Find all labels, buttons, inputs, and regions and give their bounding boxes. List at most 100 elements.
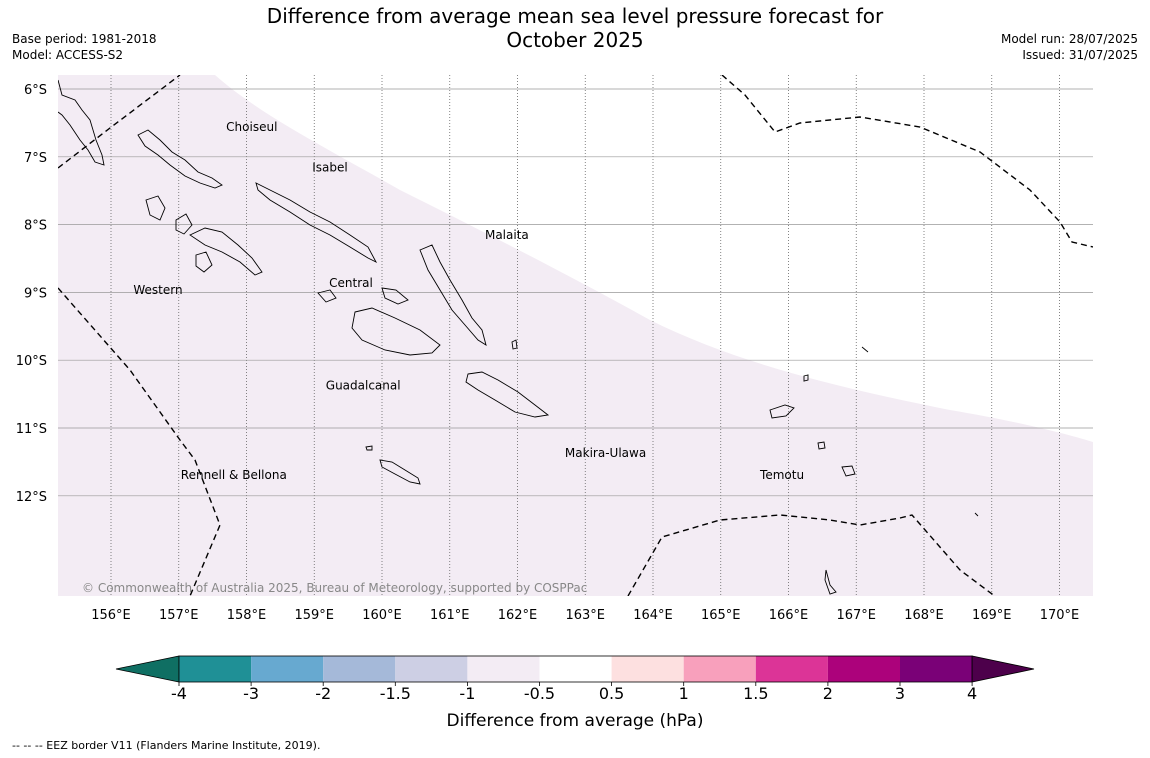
region-label: Choiseul	[226, 120, 277, 134]
meta-left: Base period: 1981-2018 Model: ACCESS-S2	[12, 31, 157, 63]
colorbar-segment	[179, 656, 252, 682]
colorbar-tick-label: -4	[171, 684, 187, 703]
eez-border-north-west	[58, 75, 181, 169]
eez-borders	[58, 75, 1093, 596]
colorbar-segment	[900, 656, 973, 682]
colorbar-frame	[178, 655, 973, 683]
island-santa-cruz	[769, 404, 795, 419]
colorbar-extend-high	[971, 655, 1035, 683]
island-malaita	[419, 244, 487, 346]
colorbar-tick-label: -0.5	[524, 684, 555, 703]
eez-footer-note: -- -- -- EEZ border V11 (Flanders Marine…	[12, 739, 321, 752]
island-utupua	[817, 441, 826, 450]
colorbar-tick-label: 4	[967, 684, 977, 703]
model-run-text: Model run: 28/07/2025	[1000, 32, 1138, 46]
region-label: Isabel	[312, 161, 347, 175]
colorbar-segment	[395, 656, 468, 682]
island-isabel	[255, 182, 378, 264]
lon-tick-label: 168°E	[904, 608, 944, 623]
lat-tick-label: 11°S	[16, 422, 47, 437]
region-label: Guadalcanal	[326, 378, 401, 392]
issued-text: Issued: 31/07/2025	[1022, 48, 1138, 62]
colorbar-segment	[827, 656, 900, 682]
meta-right: Model run: 28/07/2025 Issued: 31/07/2025	[1001, 31, 1138, 63]
copyright-text: © Commonwealth of Australia 2025, Bureau…	[82, 581, 587, 595]
colorbar-segment	[323, 656, 396, 682]
gridlines	[58, 75, 1093, 596]
region-label: Malaita	[485, 228, 529, 242]
island-bougainville	[58, 79, 105, 166]
colorbar-segment	[251, 656, 324, 682]
lon-tick-label: 167°E	[836, 608, 876, 623]
island-bellona	[365, 445, 373, 451]
lat-tick-label: 9°S	[24, 286, 47, 301]
colorbar-segment	[467, 656, 540, 682]
lat-tick-label: 7°S	[24, 151, 47, 166]
region-label: Temotu	[759, 468, 804, 482]
region-label: Makira-Ulawa	[565, 446, 646, 460]
region-label: Central	[329, 276, 373, 290]
lat-tick-label: 12°S	[16, 490, 47, 505]
colorbar-segment	[755, 656, 828, 682]
lat-tick-label: 8°S	[24, 219, 47, 234]
island-guadalcanal	[351, 307, 441, 356]
colorbar-tick-label: 3	[895, 684, 905, 703]
colorbar: -4 -3 -2 -1.5 -1 -0.5 0.5 1 1.5 2 3 4	[115, 655, 1035, 703]
eez-border-west	[58, 287, 221, 596]
model-text: Model: ACCESS-S2	[12, 48, 124, 62]
anomaly-shading	[58, 75, 1093, 596]
island-reef-islands	[803, 346, 979, 595]
base-period-text: Base period: 1981-2018	[12, 32, 157, 46]
colorbar-tick-label: -2	[315, 684, 331, 703]
colorbar-tick-label: 2	[823, 684, 833, 703]
axis-labels: 156°E 157°E 158°E 159°E 160°E 161°E 162°E 163°E…	[16, 83, 1080, 623]
lon-tick-label: 164°E	[633, 608, 673, 623]
eez-border-north-east	[721, 75, 1093, 248]
colorbar-tick-label: -1.5	[380, 684, 411, 703]
lat-tick-label: 6°S	[24, 83, 47, 98]
region-label: Rennell & Bellona	[181, 468, 287, 482]
chart-title: Difference from average mean sea level p…	[250, 4, 900, 52]
lon-tick-label: 158°E	[227, 608, 267, 623]
island-central-group	[317, 287, 409, 305]
island-makira	[465, 371, 550, 418]
colorbar-label: Difference from average (hPa)	[447, 711, 704, 731]
island-kolombangara	[175, 213, 193, 235]
lon-tick-label: 170°E	[1040, 608, 1080, 623]
lon-tick-label: 157°E	[159, 608, 199, 623]
lon-tick-label: 161°E	[430, 608, 470, 623]
colorbar-tick-label: 1.5	[743, 684, 768, 703]
colorbar-tick-label: -1	[459, 684, 475, 703]
lon-tick-label: 165°E	[701, 608, 741, 623]
island-new-georgia	[189, 227, 263, 276]
lat-tick-label: 10°S	[16, 354, 47, 369]
island-rendova	[195, 251, 213, 273]
lon-tick-label: 162°E	[498, 608, 538, 623]
title-line-2: October 2025	[506, 28, 644, 52]
lon-tick-label: 159°E	[294, 608, 334, 623]
island-vella-lavella	[145, 195, 166, 221]
island-choiseul	[137, 129, 223, 189]
coastlines	[58, 79, 979, 595]
colorbar-segment	[539, 656, 612, 682]
lon-tick-label: 169°E	[972, 608, 1012, 623]
colorbar-segment	[683, 656, 756, 682]
island-rennell	[379, 459, 421, 485]
region-label: Western	[133, 283, 182, 297]
title-line-1: Difference from average mean sea level p…	[266, 4, 884, 28]
lon-tick-label: 160°E	[362, 608, 402, 623]
island-ulawa	[511, 339, 518, 350]
colorbar-tick-label: 0.5	[599, 684, 624, 703]
map-area: Choiseul Isabel Malaita Western Central Guada…	[58, 75, 1093, 596]
colorbar-segment	[611, 656, 684, 682]
island-vanikoro	[841, 465, 856, 477]
lon-tick-label: 163°E	[565, 608, 605, 623]
lon-tick-label: 156°E	[91, 608, 131, 623]
lon-tick-label: 166°E	[769, 608, 809, 623]
colorbar-extend-low	[115, 655, 180, 683]
colorbar-tick-label: 1	[679, 684, 689, 703]
eez-border-south	[627, 514, 996, 596]
region-labels: Choiseul Isabel Malaita Western Central Guada…	[133, 120, 804, 482]
colorbar-tick-label: -3	[243, 684, 259, 703]
